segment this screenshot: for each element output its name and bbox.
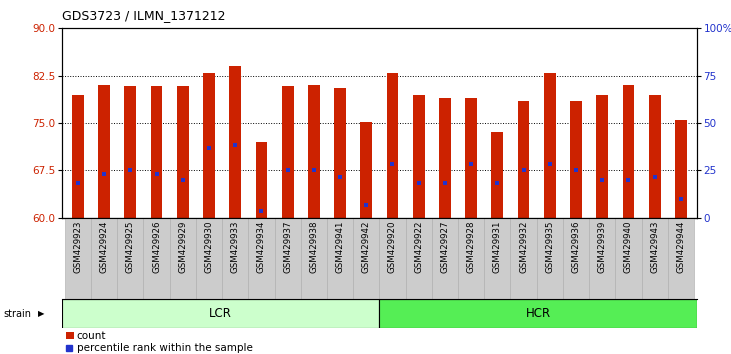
Bar [616,218,642,299]
Text: GSM429938: GSM429938 [309,220,318,273]
Text: GSM429940: GSM429940 [624,220,633,273]
Bar [72,95,84,218]
Bar [143,218,170,299]
Bar [510,218,537,299]
Bar [170,218,196,299]
Text: GSM429928: GSM429928 [466,220,476,273]
Bar [203,73,215,218]
Text: HCR: HCR [526,307,550,320]
Bar [432,218,458,299]
Text: GSM429936: GSM429936 [572,220,580,273]
Bar [353,218,379,299]
Bar [563,218,589,299]
Text: GSM429942: GSM429942 [362,220,371,273]
Text: ▶: ▶ [38,309,45,318]
Bar [413,95,425,218]
Text: GSM429943: GSM429943 [650,220,659,273]
Text: GSM429923: GSM429923 [73,220,83,273]
Bar [589,218,616,299]
Text: GSM429932: GSM429932 [519,220,528,273]
Bar [406,218,432,299]
Bar [360,122,372,218]
Bar [117,218,143,299]
Bar [387,73,398,218]
Bar [458,218,484,299]
Bar [439,98,451,218]
Bar [281,86,294,218]
Bar [65,218,91,299]
Text: GSM429931: GSM429931 [493,220,502,273]
Text: GSM429924: GSM429924 [99,220,109,273]
Bar [300,218,327,299]
Text: GSM429933: GSM429933 [231,220,240,273]
Text: LCR: LCR [209,307,232,320]
Bar [334,88,346,218]
Bar [327,218,353,299]
Text: GSM429929: GSM429929 [178,220,187,273]
Bar [491,132,503,218]
Bar [570,101,582,218]
Bar [596,95,608,218]
Text: GSM429926: GSM429926 [152,220,161,273]
Text: GSM429920: GSM429920 [388,220,397,273]
Bar [668,218,694,299]
Bar [544,73,556,218]
Text: GSM429922: GSM429922 [414,220,423,273]
Text: GSM429925: GSM429925 [126,220,135,273]
Bar [249,218,275,299]
Bar [379,299,697,328]
Bar [275,218,300,299]
Bar [256,142,268,218]
Text: GSM429944: GSM429944 [676,220,686,273]
Text: count: count [77,331,106,341]
Text: GSM429934: GSM429934 [257,220,266,273]
Bar [649,95,661,218]
Text: GSM429937: GSM429937 [283,220,292,273]
Bar [465,98,477,218]
Bar [91,218,117,299]
Text: GSM429941: GSM429941 [336,220,344,273]
Bar [196,218,222,299]
Bar [177,86,189,218]
Bar [537,218,563,299]
Text: GSM429935: GSM429935 [545,220,554,273]
Bar [62,299,379,328]
Text: strain: strain [3,309,31,319]
Bar [675,120,687,218]
Text: GSM429927: GSM429927 [441,220,450,273]
Bar [308,85,319,218]
Bar [124,86,136,218]
Bar [98,85,110,218]
Bar [222,218,249,299]
Text: percentile rank within the sample: percentile rank within the sample [77,343,253,353]
Bar [230,66,241,218]
Bar [642,218,668,299]
Bar [484,218,510,299]
Text: GDS3723 / ILMN_1371212: GDS3723 / ILMN_1371212 [62,9,226,22]
Bar [151,86,162,218]
Bar [518,101,529,218]
Bar [379,218,406,299]
Text: GSM429939: GSM429939 [598,220,607,273]
Text: GSM429930: GSM429930 [205,220,213,273]
Bar [623,85,635,218]
